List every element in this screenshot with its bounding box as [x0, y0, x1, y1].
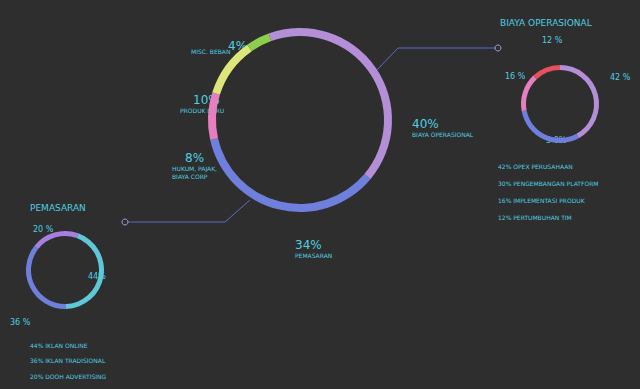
- svg-text:BIAYA OPERASIONAL: BIAYA OPERASIONAL: [500, 18, 592, 28]
- svg-text:12 %: 12 %: [542, 36, 563, 45]
- svg-text:16 %: 16 %: [505, 72, 526, 81]
- svg-text:12% PERTUMBUHAN TIM: 12% PERTUMBUHAN TIM: [498, 214, 572, 221]
- svg-text:36 %: 36 %: [10, 318, 31, 327]
- svg-text:BIAYA OPERASIONAL: BIAYA OPERASIONAL: [412, 131, 474, 138]
- svg-text:16% IMPLEMENTASI PRODUK: 16% IMPLEMENTASI PRODUK: [498, 197, 586, 204]
- svg-text:30% PENGEMBANGAN PLATFORM: 30% PENGEMBANGAN PLATFORM: [498, 180, 599, 187]
- svg-text:PRODUK BARU: PRODUK BARU: [180, 107, 224, 114]
- svg-text:BIAYA CORP: BIAYA CORP: [172, 173, 208, 180]
- svg-text:4%: 4%: [228, 39, 247, 53]
- svg-text:PEMASARAN: PEMASARAN: [295, 252, 332, 259]
- svg-text:8%: 8%: [185, 151, 204, 165]
- svg-text:36% IKLAN TRADISIONAL: 36% IKLAN TRADISIONAL: [30, 357, 106, 364]
- svg-text:HUKUM, PAJAK,: HUKUM, PAJAK,: [172, 165, 217, 173]
- svg-text:PEMASARAN: PEMASARAN: [30, 203, 86, 213]
- svg-text:34%: 34%: [295, 238, 322, 252]
- svg-text:20% DOOH ADVERTISING: 20% DOOH ADVERTISING: [30, 373, 106, 380]
- svg-text:44% IKLAN ONLINE: 44% IKLAN ONLINE: [30, 342, 88, 349]
- svg-text:42% OPEX PERUSAHAAN: 42% OPEX PERUSAHAAN: [498, 163, 573, 170]
- svg-text:44%: 44%: [88, 271, 106, 281]
- svg-text:MISC. BEBAN: MISC. BEBAN: [191, 48, 230, 55]
- svg-text:20 %: 20 %: [33, 225, 54, 234]
- svg-text:40%: 40%: [412, 117, 439, 131]
- svg-text:10%: 10%: [193, 93, 220, 107]
- svg-text:42 %: 42 %: [610, 73, 631, 82]
